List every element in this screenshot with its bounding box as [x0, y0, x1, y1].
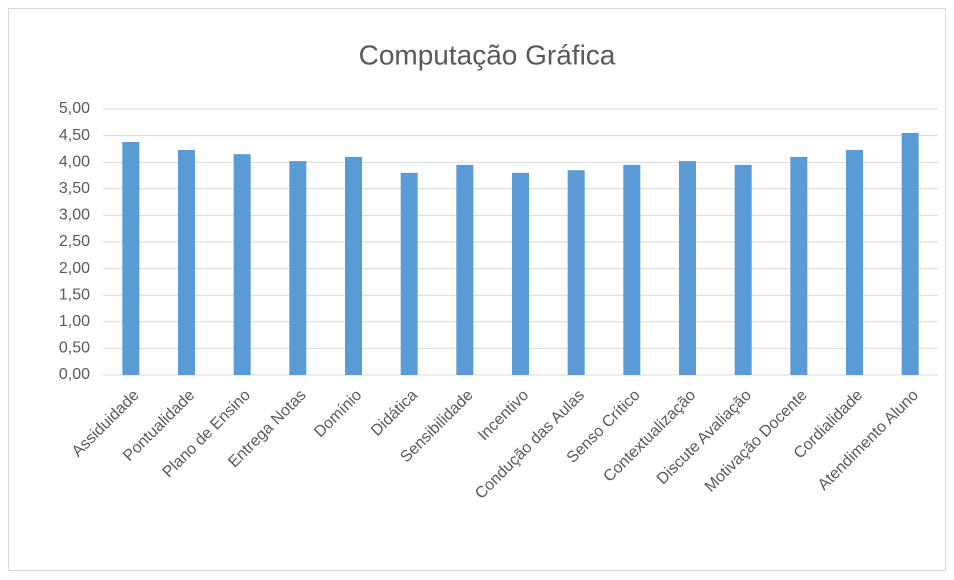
bar	[289, 161, 307, 375]
bar	[345, 156, 362, 375]
y-tick-label: 5,00	[59, 100, 90, 117]
y-tick-label: 1,00	[59, 313, 90, 330]
bar	[734, 164, 752, 375]
chart-frame	[8, 8, 946, 571]
y-tick-label: 0,50	[59, 340, 90, 357]
bar	[901, 132, 919, 375]
bar	[400, 172, 418, 375]
y-tick-label: 3,00	[59, 207, 90, 224]
chart-title: Computação Gráfica	[359, 39, 616, 70]
y-tick-label: 4,00	[59, 153, 90, 170]
y-tick-label: 2,00	[59, 260, 90, 277]
bar	[679, 161, 696, 375]
bar	[790, 156, 808, 375]
bar	[846, 149, 863, 375]
bar	[122, 141, 140, 375]
bar	[512, 172, 529, 375]
bar	[623, 164, 641, 375]
y-tick-label: 3,50	[59, 180, 90, 197]
y-tick-label: 2,50	[59, 233, 90, 250]
bar	[233, 154, 251, 375]
bar	[567, 170, 585, 375]
y-tick-label: 4,50	[59, 127, 90, 144]
bar	[178, 149, 195, 375]
y-tick-label: 0,00	[59, 366, 90, 383]
bar	[456, 164, 474, 375]
y-tick-label: 1,50	[59, 286, 90, 303]
